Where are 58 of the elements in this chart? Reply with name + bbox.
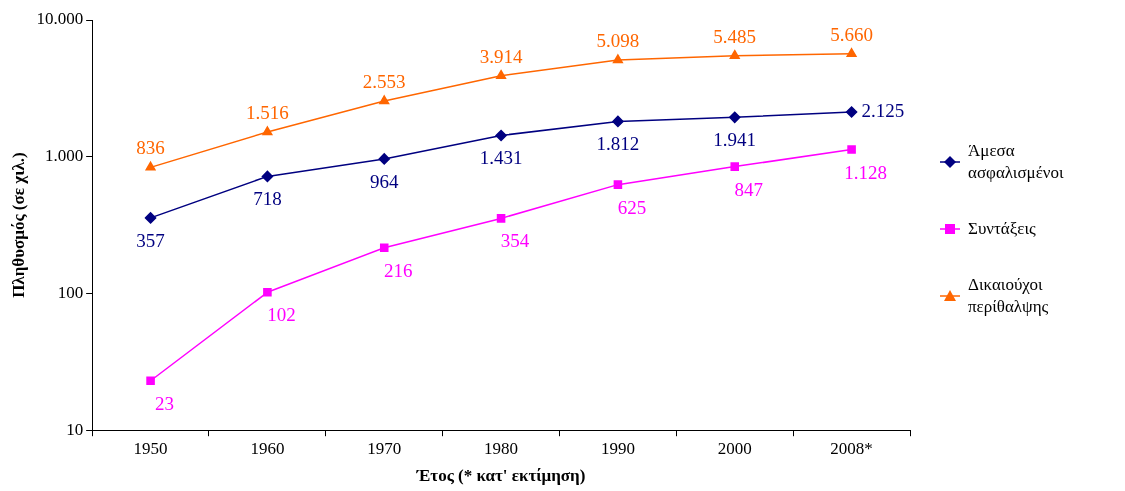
point — [262, 126, 273, 136]
data-label: 1.128 — [844, 161, 887, 183]
point — [378, 153, 390, 165]
point — [379, 243, 389, 253]
point — [612, 54, 623, 64]
point — [496, 214, 506, 223]
point — [613, 180, 623, 189]
data-label: 625 — [617, 196, 647, 218]
point — [846, 48, 857, 58]
x-tick-label: 2000 — [717, 438, 752, 458]
data-label: 1.516 — [246, 102, 289, 124]
x-tick-label: 1970 — [367, 438, 402, 458]
legend-label: Άμεσα ασφαλισμένοι — [968, 140, 1065, 184]
data-label: 718 — [253, 188, 282, 210]
y-tick-label: 10.000 — [36, 9, 84, 29]
data-label: 1.431 — [479, 147, 523, 169]
data-label: 23 — [155, 392, 175, 414]
point — [729, 111, 741, 124]
point — [261, 170, 274, 183]
data-label: 836 — [136, 137, 165, 159]
data-label: 1.812 — [596, 133, 640, 155]
point — [145, 161, 156, 171]
data-label: 216 — [383, 259, 413, 281]
point — [612, 115, 624, 128]
data-label: 3.914 — [479, 45, 523, 67]
x-tick-label: 1990 — [600, 438, 635, 458]
legend-label: Δικαιούχοι περίθαλψης — [968, 274, 1050, 318]
data-label: 5.660 — [830, 23, 873, 45]
data-label: 5.485 — [713, 25, 757, 47]
data-label: 964 — [369, 170, 399, 192]
point — [847, 145, 856, 154]
point — [496, 69, 507, 79]
y-axis-title: Πληθυσμός (σε χιλ.) — [8, 152, 28, 298]
y-tick-label: 100 — [57, 282, 84, 302]
data-label: 102 — [267, 304, 296, 326]
data-label: 2.125 — [861, 99, 905, 121]
data-label: 357 — [136, 229, 165, 251]
point — [495, 129, 507, 142]
y-tick-label: 10 — [66, 419, 84, 439]
point — [379, 95, 390, 105]
point — [146, 376, 155, 386]
data-label: 5.098 — [596, 29, 640, 51]
data-label: 2.553 — [362, 71, 406, 93]
x-tick-label: 1980 — [484, 438, 519, 458]
data-label: 1.941 — [713, 129, 757, 151]
x-tick-label: 1950 — [133, 438, 168, 458]
y-tick-label: 1.000 — [44, 146, 84, 166]
x-tick-label: 1960 — [250, 438, 285, 458]
x-axis-title: Έτος (* κατ' εκτίμηση) — [415, 466, 586, 486]
data-label: 847 — [734, 178, 763, 200]
data-label: 354 — [500, 230, 530, 252]
point — [144, 212, 157, 224]
point — [730, 162, 740, 171]
legend-label: Συντάξεις — [968, 218, 1037, 240]
point — [263, 288, 272, 297]
x-tick-label: 2008* — [830, 438, 873, 458]
point — [845, 106, 858, 118]
point — [729, 49, 740, 59]
